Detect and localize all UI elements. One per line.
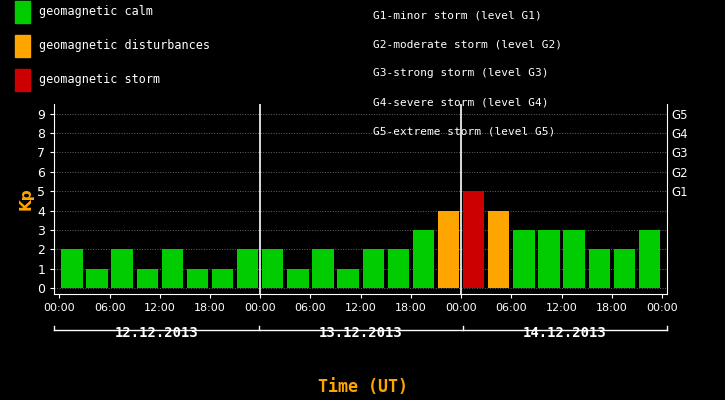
- Bar: [613, 250, 635, 288]
- Text: Time (UT): Time (UT): [318, 378, 407, 396]
- Text: 14.12.2013: 14.12.2013: [523, 326, 607, 340]
- Bar: [62, 250, 83, 288]
- Text: geomagnetic disturbances: geomagnetic disturbances: [39, 40, 210, 52]
- Bar: [589, 250, 610, 288]
- Bar: [438, 211, 459, 288]
- Bar: [563, 230, 585, 288]
- Text: geomagnetic calm: geomagnetic calm: [39, 6, 153, 18]
- Bar: [513, 230, 534, 288]
- Text: G2-moderate storm (level G2): G2-moderate storm (level G2): [373, 39, 563, 49]
- Bar: [262, 250, 283, 288]
- Bar: [112, 250, 133, 288]
- Text: 13.12.2013: 13.12.2013: [319, 326, 402, 340]
- Bar: [337, 269, 359, 288]
- Bar: [488, 211, 510, 288]
- Bar: [212, 269, 233, 288]
- Bar: [539, 230, 560, 288]
- Text: G1-minor storm (level G1): G1-minor storm (level G1): [373, 10, 542, 20]
- Text: G4-severe storm (level G4): G4-severe storm (level G4): [373, 98, 549, 108]
- Bar: [362, 250, 384, 288]
- Bar: [162, 250, 183, 288]
- Bar: [388, 250, 409, 288]
- Y-axis label: Kp: Kp: [18, 188, 33, 210]
- Bar: [86, 269, 108, 288]
- Bar: [639, 230, 660, 288]
- Bar: [413, 230, 434, 288]
- Bar: [463, 191, 484, 288]
- Text: 12.12.2013: 12.12.2013: [115, 326, 199, 340]
- Text: geomagnetic storm: geomagnetic storm: [39, 74, 160, 86]
- Text: G3-strong storm (level G3): G3-strong storm (level G3): [373, 68, 549, 78]
- Bar: [136, 269, 158, 288]
- Bar: [187, 269, 208, 288]
- Bar: [287, 269, 309, 288]
- Bar: [237, 250, 258, 288]
- Text: G5-extreme storm (level G5): G5-extreme storm (level G5): [373, 127, 555, 137]
- Bar: [312, 250, 334, 288]
